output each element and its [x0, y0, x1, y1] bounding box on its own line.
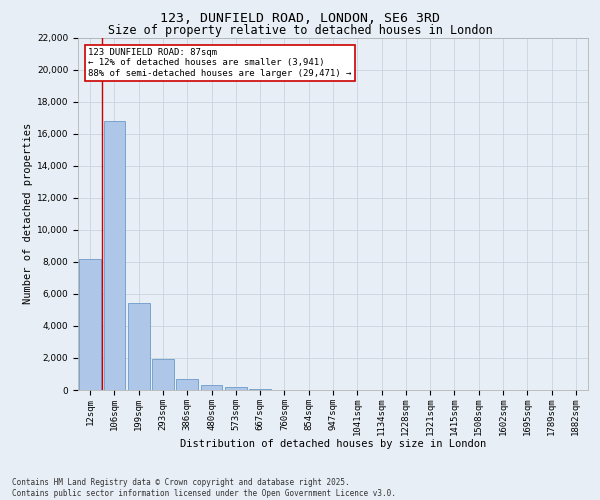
Bar: [225, 388, 247, 390]
Y-axis label: Number of detached properties: Number of detached properties: [23, 123, 32, 304]
Bar: [128, 302, 149, 390]
Bar: [79, 258, 101, 390]
Bar: [176, 379, 198, 390]
Text: Contains HM Land Registry data © Crown copyright and database right 2025.
Contai: Contains HM Land Registry data © Crown c…: [12, 478, 396, 498]
Bar: [152, 359, 174, 390]
Bar: [200, 385, 223, 390]
X-axis label: Distribution of detached houses by size in London: Distribution of detached houses by size …: [180, 440, 486, 450]
Text: Size of property relative to detached houses in London: Size of property relative to detached ho…: [107, 24, 493, 37]
Bar: [104, 121, 125, 390]
Text: 123 DUNFIELD ROAD: 87sqm
← 12% of detached houses are smaller (3,941)
88% of sem: 123 DUNFIELD ROAD: 87sqm ← 12% of detach…: [88, 48, 352, 78]
Text: 123, DUNFIELD ROAD, LONDON, SE6 3RD: 123, DUNFIELD ROAD, LONDON, SE6 3RD: [160, 12, 440, 26]
Bar: [249, 389, 271, 390]
